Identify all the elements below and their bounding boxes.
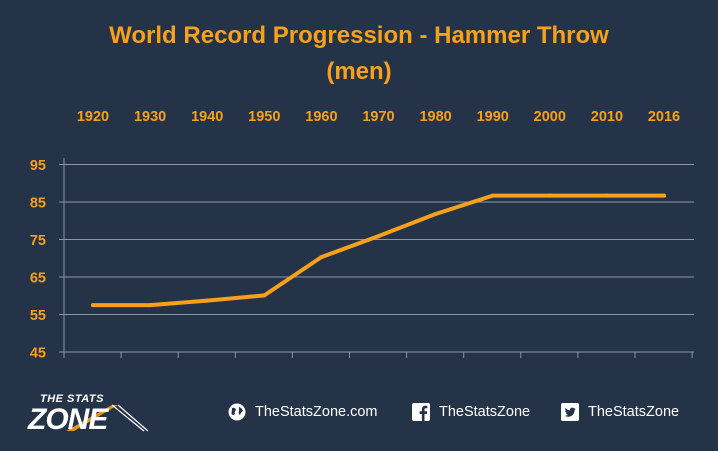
x-tick-labels: 1920 1930 1940 1950 1960 1970 1980 1990 2000 2010… [77,109,680,125]
y-tick-label-95: 95 [30,158,46,174]
x-tick-label-2000: 2000 [534,109,566,125]
line-chart: 1920 1930 1940 1950 1960 1970 1980 1990 2000 2010… [30,109,694,362]
y-tick-label-65: 65 [30,271,46,287]
globe-icon [228,403,246,421]
x-tick-label-1980: 1980 [419,109,451,125]
data-point-2010 [604,193,609,198]
data-point-2016 [662,193,666,198]
chart-title-line-1: World Record Progression - Hammer Throw [109,22,609,49]
x-tick-label-1940: 1940 [191,109,223,125]
thestatszone-logo: THE STATS ZONE [26,391,156,439]
data-point-1970 [376,234,381,239]
data-point-1980 [433,212,438,216]
website-link[interactable]: TheStatsZone.com [228,401,378,423]
chart-title: World Record Progression - Hammer Throw … [0,18,718,90]
series-line-0 [91,193,666,308]
twitter-icon [561,403,579,421]
y-tick-label-75: 75 [30,233,46,249]
logo-text-bottom: ZONE [28,403,108,436]
axes [59,158,694,358]
x-tick-label-1970: 1970 [362,109,394,125]
website-label: TheStatsZone.com [255,404,378,420]
x-tick-label-1920: 1920 [77,109,109,125]
data-point-2000 [547,193,552,198]
chart-title-line-2: (men) [326,58,392,85]
data-point-1920 [91,303,95,308]
x-tick-label-1950: 1950 [248,109,280,125]
logo-swoosh-icon [66,404,149,432]
facebook-link[interactable]: TheStatsZone [412,401,530,423]
y-tick-labels: 95 85 75 65 55 45 [30,158,46,362]
x-tick-label-2016: 2016 [648,109,680,125]
facebook-label: TheStatsZone [439,404,531,420]
gridlines [64,164,694,315]
y-tick-label-45: 45 [30,346,46,362]
x-tick-label-2010: 2010 [591,109,623,125]
data-point-1940 [205,298,210,303]
x-tick-label-1930: 1930 [134,109,166,125]
x-tick-label-1960: 1960 [305,109,337,125]
twitter-label: TheStatsZone [588,404,680,420]
logo-text-top: THE STATS [40,393,104,405]
x-tick-label-1990: 1990 [477,109,509,125]
data-point-1950 [262,293,267,298]
twitter-link[interactable]: TheStatsZone [561,401,679,423]
facebook-icon [412,403,430,421]
y-tick-label-55: 55 [30,308,46,324]
data-point-1930 [148,303,153,308]
data-point-1960 [319,255,324,260]
y-tick-label-85: 85 [30,196,46,212]
data-point-1990 [490,193,495,198]
footer: THE STATS ZONE TheStatsZone.com TheStats… [0,385,718,445]
series-layer [91,193,666,308]
